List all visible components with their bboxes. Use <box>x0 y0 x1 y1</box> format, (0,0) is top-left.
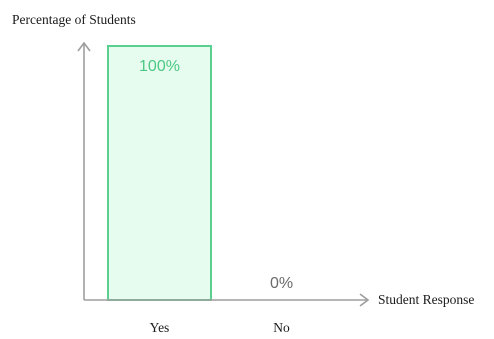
y-axis-title: Percentage of Students <box>12 12 136 27</box>
bars-layer <box>107 45 212 301</box>
bar-yes <box>107 45 212 301</box>
x-tick-labels: Yes No <box>150 320 290 335</box>
data-labels: 100% 0% <box>139 58 293 292</box>
y-axis-arrow <box>77 41 91 52</box>
x-axis-arrow <box>359 293 370 307</box>
x-tick-label-yes: Yes <box>150 320 170 335</box>
axes <box>77 41 370 307</box>
data-label-yes: 100% <box>139 58 180 75</box>
x-tick-label-no: No <box>273 320 290 335</box>
x-axis-title: Student Response <box>378 292 474 307</box>
data-label-no: 0% <box>270 275 293 292</box>
